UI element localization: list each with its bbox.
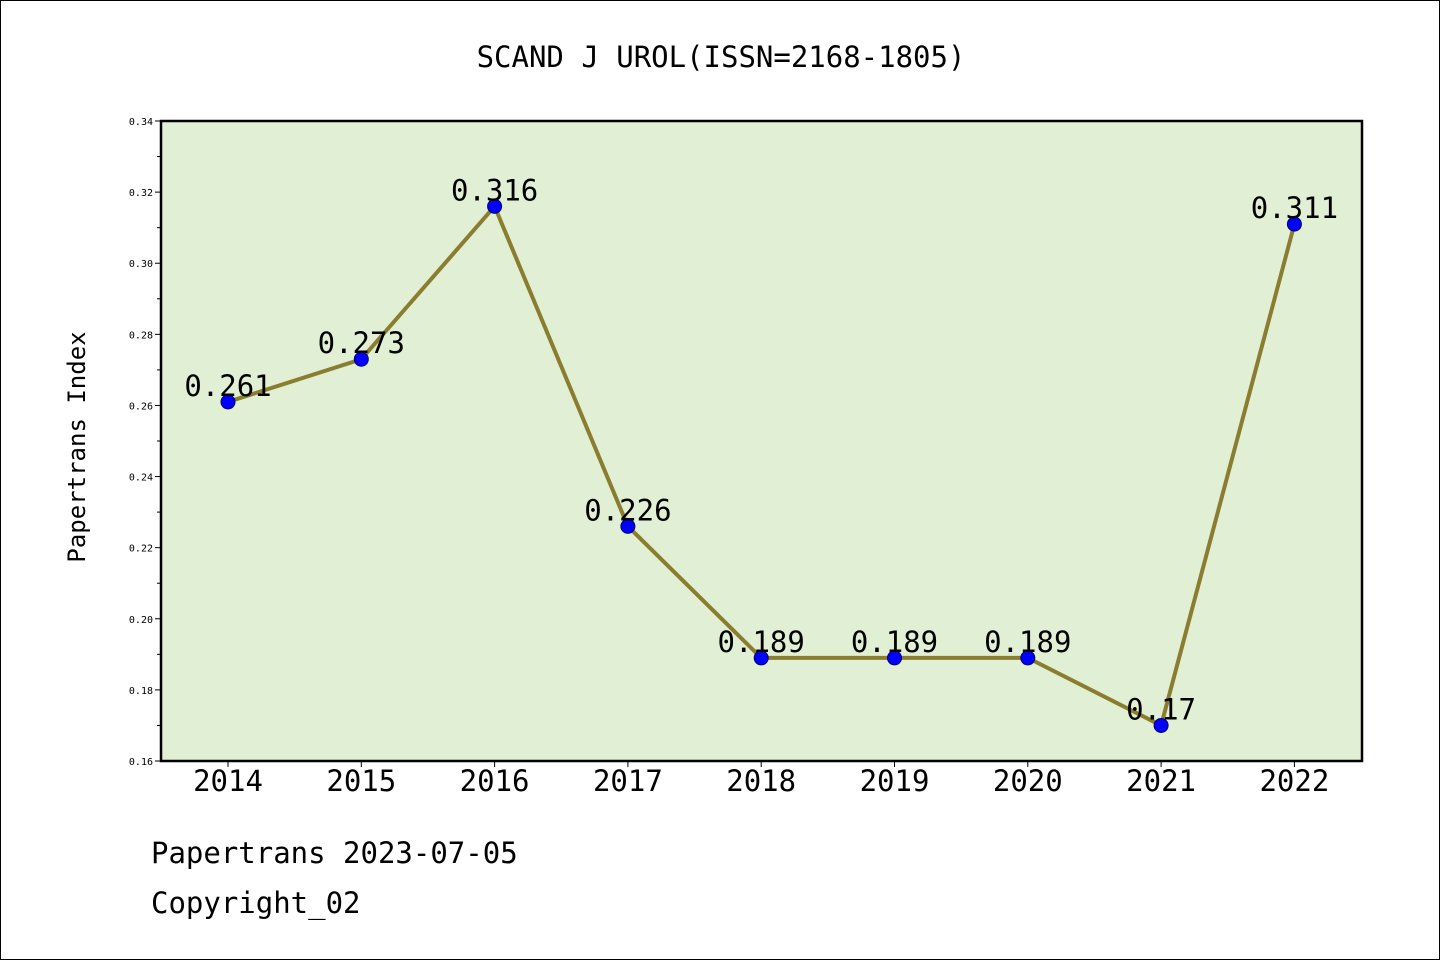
data-label: 0.316 (451, 173, 538, 207)
data-point (753, 650, 769, 666)
x-tick-label: 2022 (1259, 764, 1329, 798)
data-label: 0.189 (984, 625, 1071, 659)
series-markers (220, 198, 1302, 733)
data-label: 0.189 (718, 625, 805, 659)
chart-title: SCAND J UROL(ISSN=2168-1805) (477, 40, 966, 74)
y-tick-label: 0.30 (129, 259, 153, 270)
footer-date: Papertrans 2023-07-05 (151, 836, 518, 870)
data-point (220, 394, 236, 410)
x-tick-label: 2015 (326, 764, 396, 798)
data-point (1286, 216, 1302, 232)
y-tick-label: 0.32 (129, 188, 153, 199)
x-tick-label: 2014 (193, 764, 263, 798)
y-tick-label: 0.24 (129, 473, 153, 484)
data-point (620, 518, 636, 534)
y-tick-label: 0.28 (129, 330, 153, 341)
data-label: 0.311 (1251, 191, 1338, 225)
data-point (353, 351, 369, 367)
data-label: 0.17 (1126, 692, 1196, 726)
x-tick-label: 2017 (593, 764, 663, 798)
y-tick-label: 0.20 (129, 615, 153, 626)
data-point (1153, 717, 1169, 733)
y-axis-ticks: 0.16 0.18 0.20 0.22 0.24 0.26 0.28 0.30 0.32 0.34 (129, 117, 161, 768)
data-label: 0.189 (851, 625, 938, 659)
x-tick-label: 2020 (993, 764, 1063, 798)
data-labels: 0.261 0.273 0.316 0.226 0.189 0.189 0.189 0.17 0… (184, 173, 1338, 726)
y-tick-label: 0.16 (129, 757, 153, 768)
x-tick-label: 2021 (1126, 764, 1196, 798)
y-tick-label: 0.34 (129, 117, 153, 128)
data-label: 0.273 (318, 326, 405, 360)
data-label: 0.226 (584, 493, 671, 527)
data-point (887, 650, 902, 666)
x-tick-label: 2018 (726, 764, 796, 798)
data-point (1020, 650, 1036, 666)
y-tick-label: 0.22 (129, 544, 153, 555)
x-axis-ticks: 2014 2015 2016 2017 2018 2019 2020 2021 2022 (193, 761, 1329, 798)
footer-copyright: Copyright_02 (151, 886, 361, 920)
y-tick-label: 0.18 (129, 686, 153, 697)
x-tick-label: 2016 (460, 764, 530, 798)
x-tick-label: 2019 (860, 764, 930, 798)
y-axis-label: Papertrans Index (63, 331, 91, 562)
data-label: 0.261 (184, 369, 271, 403)
data-point (487, 198, 503, 214)
y-tick-label: 0.26 (129, 401, 153, 412)
